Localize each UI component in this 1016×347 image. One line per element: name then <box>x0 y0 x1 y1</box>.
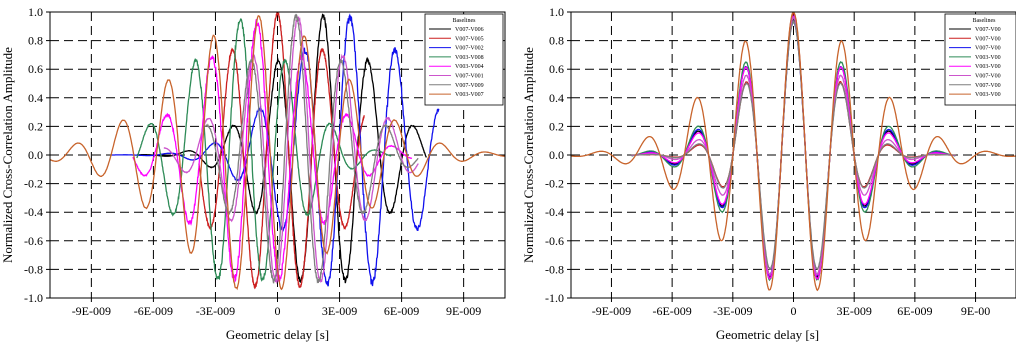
y-tick-label: -0.2 <box>24 177 43 191</box>
legend-title: Baselines <box>973 18 997 24</box>
y-tick-label: 0.2 <box>549 119 564 133</box>
legend-entry: V007-V00 <box>975 83 1001 89</box>
x-tick-label: 6E-009 <box>384 304 419 318</box>
series-line-6 <box>204 13 419 284</box>
y-tick-label: -0.2 <box>545 177 564 191</box>
series-line-4 <box>132 18 413 283</box>
x-tick-label: 9E-009 <box>446 304 481 318</box>
series-group <box>571 12 1016 292</box>
x-tick-label: -9E-009 <box>592 304 631 318</box>
y-tick-label: 0.0 <box>28 148 43 162</box>
x-tick-label: 3E-009 <box>837 304 872 318</box>
y-tick-label: 1.0 <box>28 5 43 19</box>
legend-entry: V007-V009 <box>455 83 484 89</box>
y-tick-label: -0.4 <box>545 205 564 219</box>
legend-entry: V007-V006 <box>455 27 484 33</box>
x-tick-label: -6E-009 <box>134 304 173 318</box>
x-axis-label: Geometric delay [s] <box>226 327 329 342</box>
legend-entry: V003-V008 <box>455 55 484 61</box>
series-line-7 <box>50 14 505 291</box>
y-tick-label: -0.6 <box>24 234 43 248</box>
legend-entry: V003-V00 <box>975 92 1001 98</box>
x-axis-label: Geometric delay [s] <box>716 327 819 342</box>
y-tick-label: 0.4 <box>549 91 564 105</box>
legend-entry: V003-V004 <box>455 64 484 70</box>
y-tick-label: 1.0 <box>549 5 564 19</box>
y-axis-label: Normalized Cross-Correlation Amplitude <box>0 47 15 263</box>
series-line-6 <box>631 19 956 270</box>
y-tick-label: -0.6 <box>545 234 564 248</box>
y-tick-label: -0.4 <box>24 205 43 219</box>
y-tick-label: -1.0 <box>545 291 564 305</box>
x-tick-label: 6E-009 <box>897 304 932 318</box>
y-tick-label: 0.6 <box>28 62 43 76</box>
legend-entry: V007-V00 <box>975 74 1001 80</box>
series-group <box>50 12 505 291</box>
series-line-5 <box>163 16 419 285</box>
x-tick-label: 3E-009 <box>322 304 357 318</box>
legend-entry: V007-V00 <box>975 36 1001 42</box>
legend-entry: V003-V00 <box>975 64 1001 70</box>
legend-title: Baselines <box>453 18 477 24</box>
y-tick-label: 0.8 <box>549 34 564 48</box>
legend-entry: V003-V00 <box>975 55 1001 61</box>
legend-entry: V003-V007 <box>455 92 484 98</box>
y-axis-label: Normalized Cross-Correlation Amplitude <box>521 47 536 263</box>
y-tick-label: 0.0 <box>549 148 564 162</box>
y-tick-label: 0.8 <box>28 34 43 48</box>
legend-entry: V007-V00 <box>975 27 1001 33</box>
x-tick-label: 0 <box>275 304 281 318</box>
y-tick-label: -1.0 <box>24 291 43 305</box>
chart-panel-right: -9E-009 -6E-009 -3E-009 0 3E-009 6E-009 9E-00 -… <box>521 5 1016 342</box>
x-tick-label: 0 <box>791 304 797 318</box>
legend-entry: V007-V002 <box>455 46 484 52</box>
series-line-3 <box>136 18 392 283</box>
legend-entry: V007-V005 <box>455 36 484 42</box>
legend-entry: V007-V00 <box>975 46 1001 52</box>
legend: Baselines V007-V00 V007-V00 V007-V00 V003-V0… <box>944 13 1016 106</box>
y-tick-label: 0.6 <box>549 62 564 76</box>
y-tick-label: 0.2 <box>28 119 43 133</box>
x-tick-label: -9E-009 <box>72 304 111 318</box>
x-tick-label: -6E-009 <box>652 304 691 318</box>
y-tick-label: -0.8 <box>545 262 564 276</box>
x-tick-label: -3E-009 <box>196 304 235 318</box>
x-tick-label: -3E-009 <box>713 304 752 318</box>
y-tick-label: -0.8 <box>24 262 43 276</box>
legend: Baselines V007-V006 V007-V005 V007-V002 V003… <box>424 13 504 106</box>
y-tick-label: 0.4 <box>28 91 43 105</box>
legend-entry: V007-V001 <box>455 74 484 80</box>
chart-panel-left: -9E-009 -6E-009 -3E-009 0 3E-009 6E-009 9E-009… <box>0 5 506 342</box>
x-tick-label: 9E-00 <box>961 304 990 318</box>
